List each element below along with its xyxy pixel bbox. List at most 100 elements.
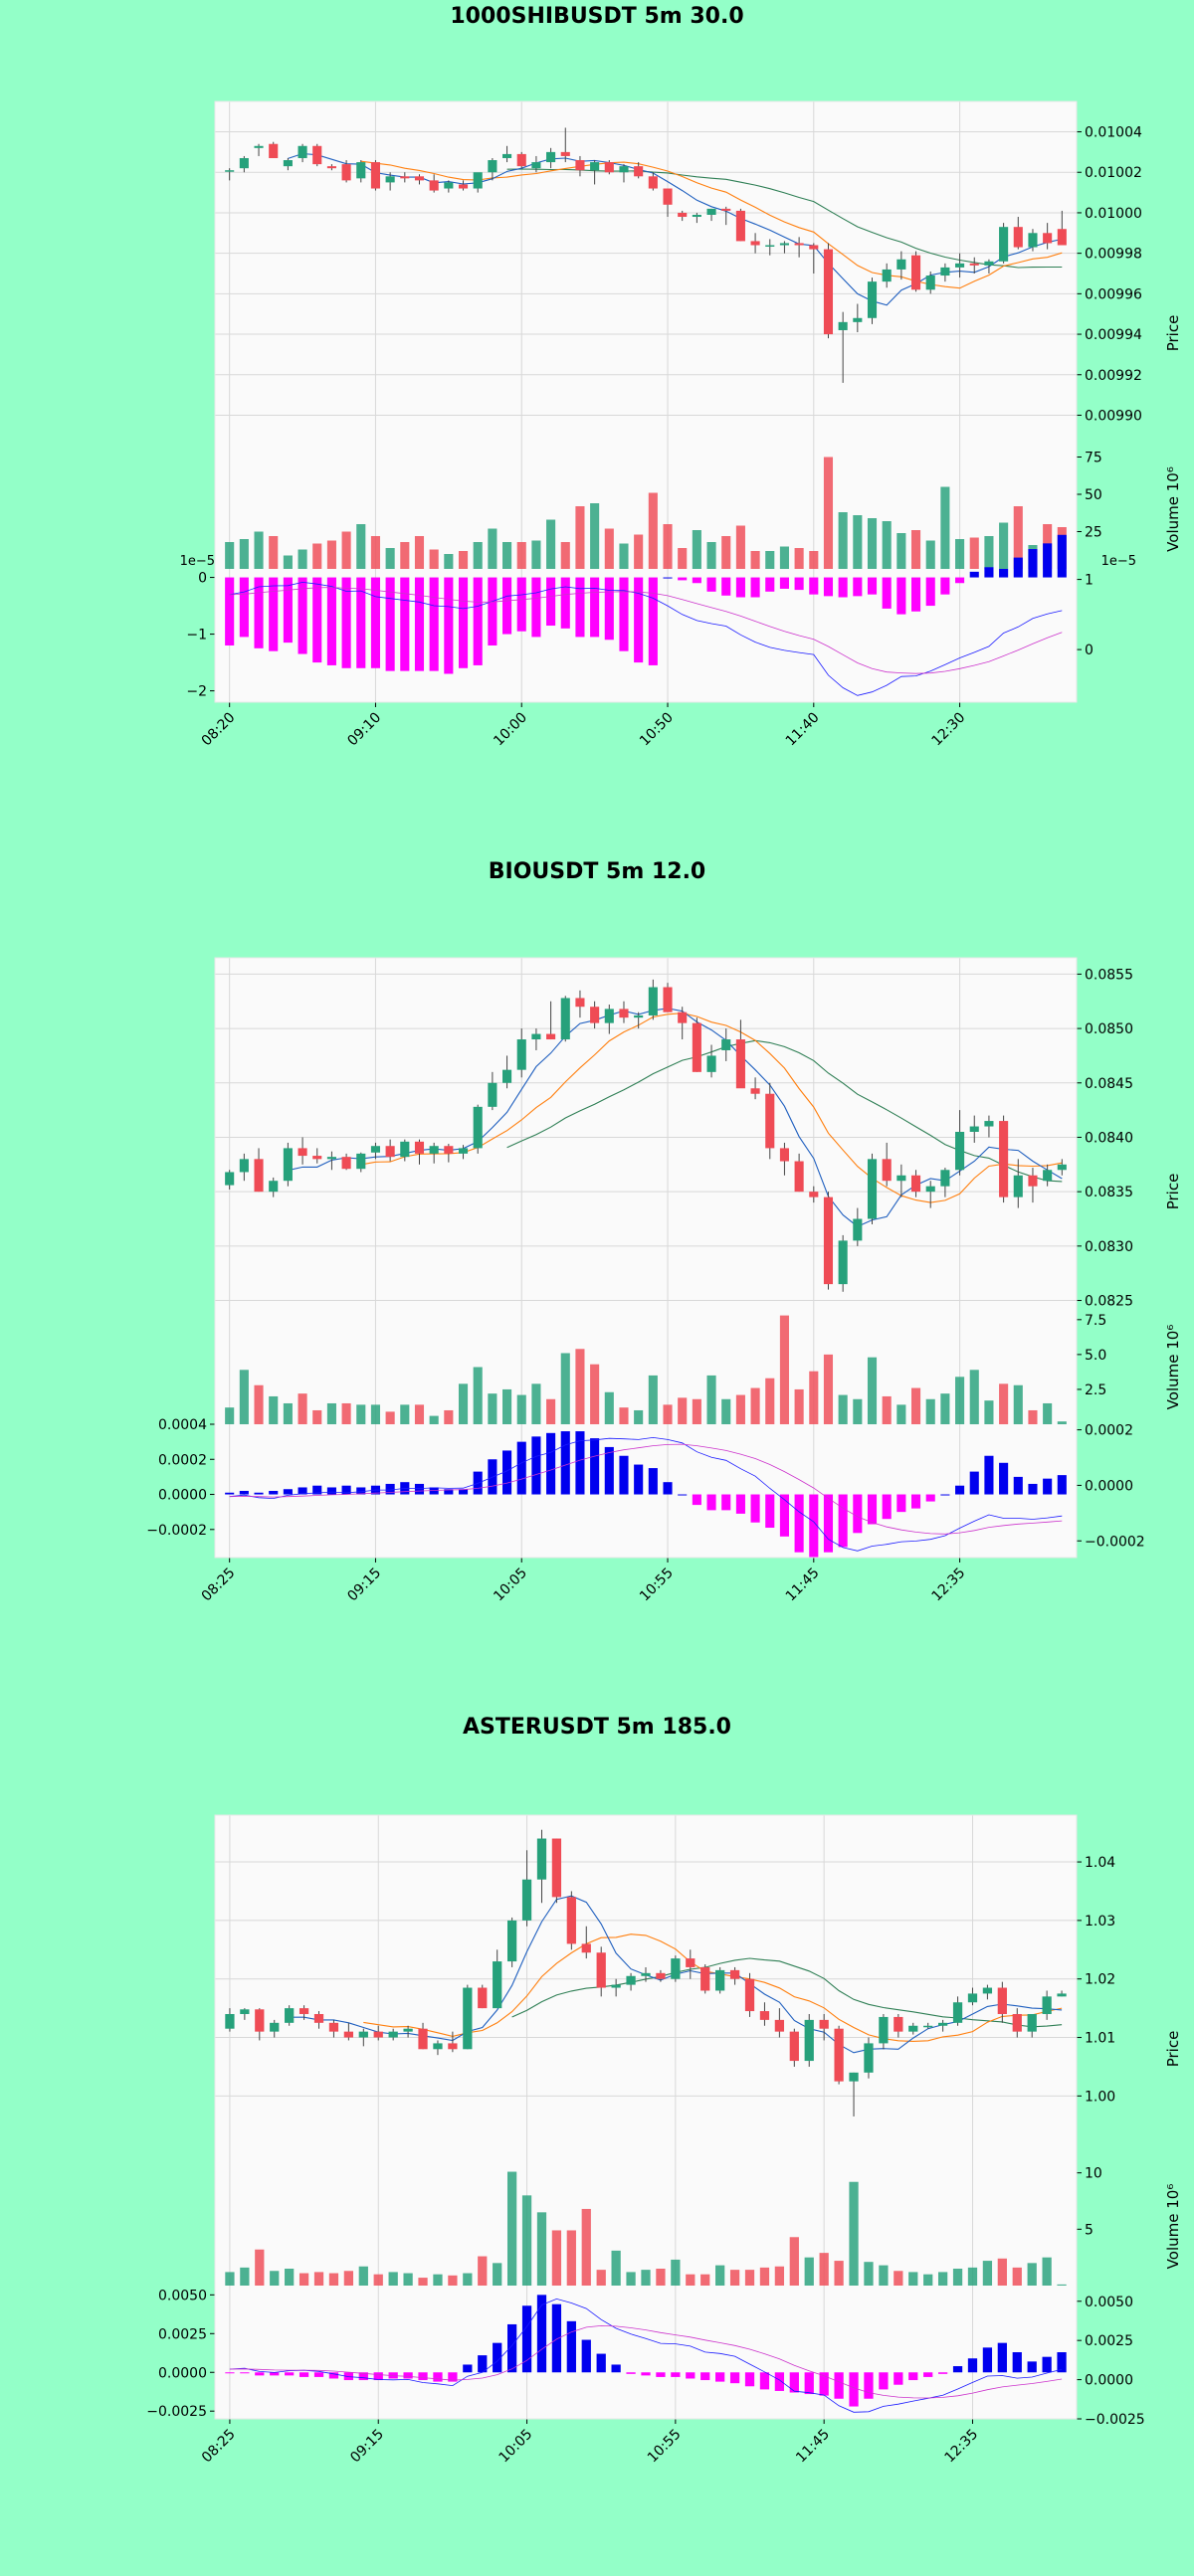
chart-svg: 1.04 1.03 1.02 1.01 1.00 Price 5 10 Volume 10⁶ 0.… <box>146 1814 1182 2467</box>
macd-histogram-bar <box>458 577 469 668</box>
macd-histogram-bar <box>896 577 906 615</box>
volume-bar <box>560 542 570 569</box>
volume-bar <box>604 1391 614 1424</box>
price-tick-label: 0.00990 <box>1085 408 1142 424</box>
candle-body <box>706 208 716 215</box>
volume-bar <box>982 2261 993 2286</box>
candle-body <box>254 1159 264 1193</box>
volume-bar <box>648 1375 658 1424</box>
volume-bar <box>429 1415 439 1424</box>
volume-tick-label: 2.5 <box>1085 1382 1106 1398</box>
volume-bar <box>923 2274 933 2286</box>
volume-bar <box>1028 1409 1038 1424</box>
volume-bar <box>867 1357 878 1424</box>
macd-histogram-bar <box>269 1491 279 1495</box>
volume-bar <box>735 525 745 569</box>
volume-bar <box>370 1404 381 1424</box>
candle-body <box>370 1146 381 1153</box>
chart-title: ASTERUSDT 5m 185.0 <box>463 1715 731 1740</box>
candle-body <box>838 321 848 330</box>
volume-bar <box>239 1370 249 1424</box>
volume-axis-label: Volume 10⁶ <box>1164 2184 1182 2270</box>
volume-bar <box>940 486 950 569</box>
candle-body <box>596 1952 606 1988</box>
candle-body <box>706 1055 716 1072</box>
candle-body <box>269 1181 279 1193</box>
volume-bar <box>341 531 351 569</box>
candle-body <box>373 2031 383 2038</box>
macd-histogram-bar <box>356 577 366 668</box>
price-tick-label: 1.01 <box>1085 2031 1115 2047</box>
price-tick-label: 0.01002 <box>1085 165 1142 181</box>
candle-body <box>1057 229 1067 246</box>
macd-histogram-bar <box>853 577 863 597</box>
price-tick-label: 1.03 <box>1085 1914 1115 1930</box>
macd-histogram-bar <box>823 1494 834 1553</box>
candle-body <box>566 1897 576 1944</box>
volume-bar <box>328 2273 339 2286</box>
macd-histogram-bar <box>370 577 381 668</box>
macd-histogram-bar <box>373 2372 383 2381</box>
volume-bar <box>283 1402 293 1424</box>
price-axis-label: Price <box>1164 315 1182 352</box>
candle-body <box>678 1012 688 1023</box>
volume-bar <box>403 2273 413 2286</box>
macd-histogram-bar <box>686 2372 696 2379</box>
price-tick-label: 0.0855 <box>1085 967 1133 983</box>
macd-histogram-bar <box>853 1494 863 1534</box>
volume-bar <box>853 515 863 569</box>
volume-bar <box>969 537 979 569</box>
volume-bar <box>285 2269 295 2286</box>
volume-tick-label: 50 <box>1085 487 1102 503</box>
macd-histogram-bar <box>516 577 526 632</box>
candle-body <box>819 2019 829 2029</box>
candle-body <box>429 180 439 191</box>
macd-histogram-bar <box>458 1489 469 1495</box>
macd-histogram-bar <box>358 2372 368 2381</box>
volume-bar <box>721 1398 731 1424</box>
macd-histogram-bar <box>531 1436 541 1495</box>
candle-body <box>853 317 863 322</box>
macd-histogram-bar <box>879 2372 889 2390</box>
volume-bar <box>473 542 483 569</box>
candle-body <box>506 1920 517 1962</box>
candle-body <box>1012 2014 1022 2032</box>
candle-body <box>648 987 658 1015</box>
x-tick-label: 09:15 <box>347 2427 387 2467</box>
macd-histogram-bar <box>804 2372 814 2395</box>
candle-body <box>575 998 585 1008</box>
volume-bar <box>686 2274 696 2286</box>
candle-body <box>1043 233 1053 244</box>
macd-histogram-bar <box>750 1494 760 1523</box>
plot-frame <box>214 957 1078 1559</box>
macd-histogram-bar <box>809 577 819 595</box>
macd-histogram-bar <box>312 1485 322 1495</box>
macd-histogram-bar <box>955 577 965 584</box>
volume-bar <box>604 528 614 569</box>
volume-bar <box>488 528 498 569</box>
macd-histogram-bar <box>575 577 585 638</box>
macd-histogram-bar <box>473 577 483 665</box>
macd-left-tick-label: 0.0000 <box>158 1488 207 1504</box>
macd-histogram-bar <box>298 577 307 654</box>
candle-body <box>1057 1164 1067 1171</box>
macd-histogram-bar <box>596 2353 606 2373</box>
macd-histogram-bar <box>1027 2361 1037 2373</box>
candle-body <box>240 2009 250 2014</box>
volume-bar <box>721 536 731 569</box>
volume-bar <box>819 2253 829 2286</box>
macd-histogram-bar <box>385 1483 395 1495</box>
macd-histogram-bar <box>270 2372 280 2376</box>
candle-body <box>937 2022 948 2026</box>
candle-body <box>604 1009 614 1023</box>
volume-bar <box>590 1364 600 1424</box>
macd-histogram-bar <box>692 1494 701 1506</box>
chart-biousdt: BIOUSDT 5m 12.0 0.0855 0.0850 0.0845 0.0840… <box>0 855 1194 1711</box>
candle-body <box>774 2019 785 2032</box>
macd-histogram-bar <box>940 577 950 595</box>
macd-histogram-bar <box>326 577 336 665</box>
candle-body <box>1027 2014 1037 2032</box>
macd-histogram-bar <box>255 2372 265 2376</box>
macd-left-tick-label: −1 <box>186 628 207 644</box>
volume-bar <box>750 551 760 569</box>
